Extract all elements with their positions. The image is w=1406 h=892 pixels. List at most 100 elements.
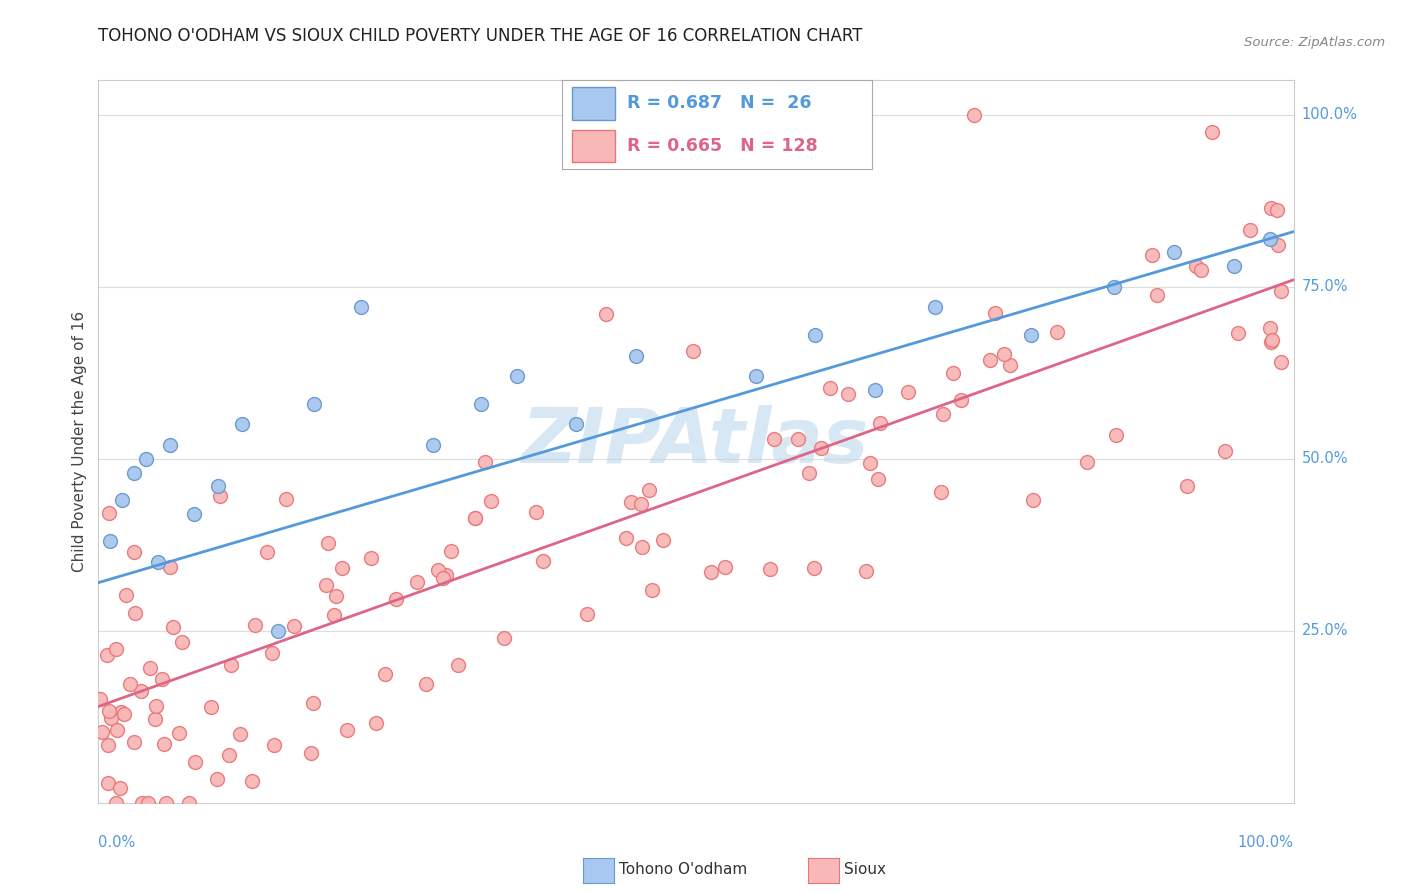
Point: [506, 369, 529, 384]
Point: [98, 506, 121, 520]
Point: [136, 796, 159, 810]
Text: 50.0%: 50.0%: [1302, 451, 1348, 467]
Point: [150, 672, 173, 686]
Point: [1260, 334, 1282, 349]
Point: [531, 553, 554, 567]
Point: [1022, 493, 1045, 508]
Point: [1265, 202, 1288, 217]
Point: [524, 505, 547, 519]
Point: [263, 739, 285, 753]
Point: [630, 540, 652, 554]
Point: [993, 347, 1015, 361]
Y-axis label: Child Poverty Under the Age of 16: Child Poverty Under the Age of 16: [72, 311, 87, 572]
Point: [797, 466, 820, 480]
Point: [330, 561, 353, 575]
Point: [1258, 231, 1281, 245]
Point: [208, 489, 231, 503]
Point: [1258, 321, 1281, 335]
Point: [897, 385, 920, 400]
Point: [122, 735, 145, 749]
Point: [124, 466, 146, 480]
Text: 25.0%: 25.0%: [1302, 624, 1348, 639]
Point: [243, 618, 266, 632]
Point: [177, 796, 200, 810]
Point: [998, 358, 1021, 372]
Point: [90, 725, 112, 739]
Bar: [572, 130, 614, 162]
Point: [256, 545, 278, 559]
Point: [104, 796, 127, 810]
Bar: [572, 87, 614, 120]
Point: [145, 698, 167, 713]
Point: [207, 479, 229, 493]
Point: [865, 383, 887, 397]
Point: [745, 369, 768, 384]
Point: [470, 397, 492, 411]
Point: [422, 438, 444, 452]
Point: [148, 555, 170, 569]
Point: [700, 566, 723, 580]
Point: [135, 451, 157, 466]
Text: 100.0%: 100.0%: [1237, 835, 1294, 850]
Point: [1227, 326, 1250, 340]
Point: [385, 591, 408, 606]
Point: [818, 381, 841, 395]
Point: [641, 582, 664, 597]
Point: [713, 559, 735, 574]
Point: [810, 441, 832, 455]
Point: [231, 417, 253, 432]
Point: [474, 455, 496, 469]
Point: [866, 472, 889, 486]
Point: [124, 544, 146, 558]
Point: [494, 631, 516, 645]
Point: [1223, 259, 1246, 273]
Point: [432, 571, 454, 585]
Point: [283, 619, 305, 633]
Point: [762, 433, 785, 447]
Point: [1189, 263, 1212, 277]
Point: [299, 747, 322, 761]
Point: [360, 551, 382, 566]
Point: [143, 712, 166, 726]
Point: [260, 646, 283, 660]
Point: [111, 493, 134, 508]
Point: [859, 456, 882, 470]
Point: [1146, 288, 1168, 302]
Point: [159, 559, 181, 574]
Point: [105, 723, 128, 737]
Point: [1175, 479, 1198, 493]
Point: [595, 308, 617, 322]
Point: [325, 589, 347, 603]
Text: TOHONO O'ODHAM VS SIOUX CHILD POVERTY UNDER THE AGE OF 16 CORRELATION CHART: TOHONO O'ODHAM VS SIOUX CHILD POVERTY UN…: [98, 27, 863, 45]
Point: [1163, 245, 1185, 260]
Point: [118, 677, 141, 691]
Point: [267, 624, 290, 638]
Point: [440, 544, 463, 558]
Text: 100.0%: 100.0%: [1302, 107, 1358, 122]
Point: [434, 568, 457, 582]
Text: R = 0.665   N = 128: R = 0.665 N = 128: [627, 137, 818, 155]
Text: Sioux: Sioux: [844, 863, 886, 877]
Point: [98, 705, 121, 719]
Point: [1270, 355, 1292, 369]
Point: [682, 344, 704, 359]
Point: [1267, 238, 1289, 252]
Text: 0.0%: 0.0%: [98, 835, 135, 850]
Text: Source: ZipAtlas.com: Source: ZipAtlas.com: [1244, 36, 1385, 49]
Point: [1201, 124, 1223, 138]
Point: [207, 772, 229, 787]
Point: [159, 438, 181, 452]
Point: [336, 723, 359, 737]
Point: [100, 711, 122, 725]
Point: [139, 661, 162, 675]
Point: [415, 676, 437, 690]
Point: [200, 699, 222, 714]
Point: [152, 737, 174, 751]
Point: [479, 493, 502, 508]
Point: [575, 607, 598, 621]
Point: [942, 366, 965, 380]
Point: [787, 432, 810, 446]
Point: [240, 774, 263, 789]
Point: [364, 716, 387, 731]
Point: [949, 392, 972, 407]
